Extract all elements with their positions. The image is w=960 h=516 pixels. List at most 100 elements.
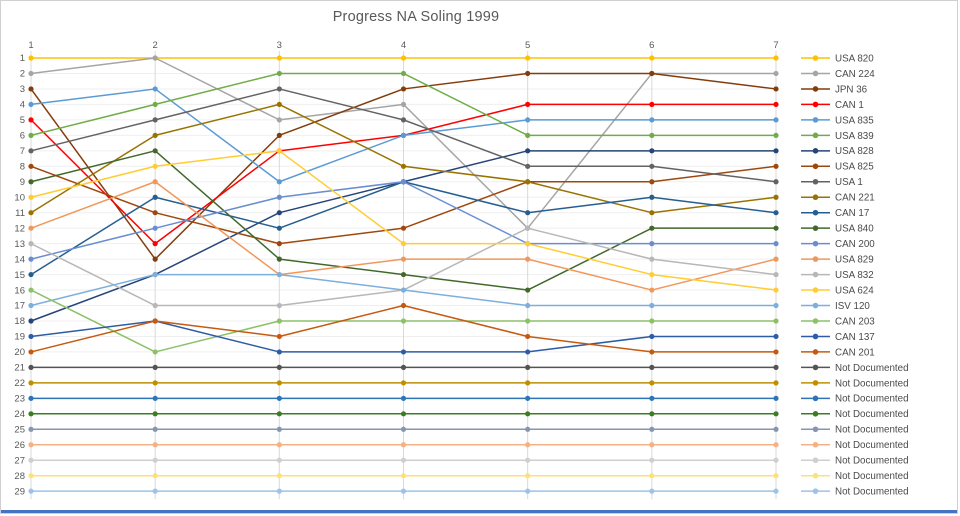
series-point-usa-829-14-round-7 [773, 256, 779, 262]
y-tick-label: 8 [20, 161, 25, 172]
series-point-can-137-19-round-5 [525, 349, 531, 355]
series-point-not-documented-28-round-7 [773, 473, 779, 479]
series-point-usa-828-7-round-1 [28, 318, 34, 324]
series-point-usa-828-7-round-3 [276, 210, 282, 216]
series-point-usa-835-5-round-2 [152, 86, 158, 92]
series-point-not-documented-23-round-7 [773, 395, 779, 401]
series-point-can-1-4-round-2 [152, 241, 158, 247]
series-point-not-documented-28-round-3 [276, 473, 282, 479]
series-point-jpn-36-3-round-6 [649, 70, 655, 77]
y-tick-label: 29 [14, 486, 25, 497]
series-point-usa-835-5-round-1 [28, 101, 34, 108]
y-tick-label: 18 [14, 316, 25, 327]
y-tick-label: 2 [20, 69, 25, 80]
series-point-not-documented-27-round-5 [525, 457, 531, 463]
series-point-not-documented-26-round-1 [28, 442, 34, 448]
series-point-not-documented-23-round-4 [400, 395, 407, 401]
series-point-not-documented-21-round-1 [28, 364, 34, 370]
series-point-usa-835-5-round-3 [276, 179, 282, 185]
legend-label-usa-829-14: USA 829 [835, 255, 874, 266]
legend-label-not-documented-29: Not Documented [835, 487, 909, 498]
legend-label-not-documented-21: Not Documented [835, 363, 909, 374]
series-point-can-201-20-round-7 [773, 349, 779, 355]
series-point-can-221-10-round-2 [152, 132, 158, 138]
series-point-can-201-20-round-3 [276, 333, 282, 340]
series-point-usa-828-7-round-5 [525, 148, 531, 154]
series-point-usa-832-15-round-2 [152, 302, 158, 309]
legend-swatch-marker [812, 240, 819, 247]
series-point-usa-835-5-round-6 [649, 117, 655, 123]
y-tick-label: 7 [20, 146, 25, 157]
legend-label-can-201-20: CAN 201 [835, 347, 875, 358]
series-point-can-203-18-round-5 [525, 318, 531, 324]
series-point-not-documented-24-round-4 [400, 411, 407, 417]
series-point-can-224-2-round-7 [773, 70, 779, 77]
series-point-isv-120-17-round-2 [152, 271, 158, 278]
series-point-usa-624-16-round-5 [525, 241, 531, 247]
series-point-not-documented-22-round-2 [152, 380, 158, 386]
y-tick-label: 3 [20, 84, 25, 95]
series-point-not-documented-28-round-5 [525, 473, 531, 479]
series-point-usa-624-16-round-4 [400, 241, 407, 247]
series-point-can-221-10-round-5 [525, 179, 531, 185]
series-point-usa-825-8-round-4 [400, 225, 407, 231]
x-tick-label: 2 [153, 40, 158, 51]
series-point-usa-840-12-round-1 [28, 179, 34, 185]
series-point-usa-624-16-round-1 [28, 194, 34, 200]
series-point-usa-820-1-round-6 [649, 55, 655, 61]
legend-label-can-1-4: CAN 1 [835, 100, 864, 111]
series-point-usa-840-12-round-6 [649, 225, 655, 231]
bottom-border [1, 510, 957, 513]
series-point-not-documented-27-round-3 [276, 457, 282, 463]
legend-swatch-marker [812, 426, 819, 433]
series-point-can-137-19-round-3 [276, 349, 282, 355]
series-point-jpn-36-3-round-5 [525, 70, 531, 77]
series-point-usa-840-12-round-7 [773, 225, 779, 231]
series-point-can-203-18-round-7 [773, 318, 779, 324]
series-point-not-documented-22-round-6 [649, 380, 655, 386]
legend-label-not-documented-26: Not Documented [835, 440, 909, 451]
series-point-usa-840-12-round-4 [400, 271, 407, 278]
series-point-usa-624-16-round-7 [773, 287, 779, 293]
series-point-usa-624-16-round-2 [152, 163, 158, 169]
legend-swatch-marker [812, 117, 819, 123]
legend-swatch-marker [812, 472, 819, 479]
series-point-not-documented-24-round-2 [152, 411, 158, 417]
legend-label-can-200-13: CAN 200 [835, 239, 875, 250]
series-point-usa-825-8-round-2 [152, 210, 158, 216]
series-point-not-documented-21-round-7 [773, 364, 779, 370]
series-point-usa-839-6-round-3 [276, 70, 282, 77]
y-tick-label: 14 [14, 254, 25, 265]
series-point-usa-825-8-round-3 [276, 241, 282, 247]
series-point-not-documented-27-round-4 [400, 457, 407, 463]
series-point-can-221-10-round-3 [276, 101, 282, 108]
legend-label-usa-820-1: USA 820 [835, 53, 874, 64]
series-point-usa-825-8-round-6 [649, 179, 655, 185]
series-point-not-documented-25-round-3 [276, 426, 282, 432]
series-point-not-documented-24-round-6 [649, 411, 655, 417]
series-point-not-documented-28-round-4 [400, 473, 407, 479]
series-point-usa-829-14-round-5 [525, 256, 531, 262]
series-point-usa-839-6-round-6 [649, 132, 655, 138]
series-point-not-documented-26-round-3 [276, 442, 282, 448]
series-point-usa-839-6-round-1 [28, 132, 34, 138]
series-point-can-221-10-round-4 [400, 163, 407, 169]
series-point-can-221-10-round-7 [773, 194, 779, 200]
y-tick-label: 17 [14, 301, 25, 312]
series-point-usa-840-12-round-3 [276, 256, 282, 262]
series-point-can-137-19-round-6 [649, 333, 655, 340]
series-point-isv-120-17-round-4 [400, 287, 407, 293]
series-point-not-documented-21-round-2 [152, 364, 158, 370]
series-point-not-documented-28-round-2 [152, 473, 158, 479]
x-tick-label: 1 [28, 40, 33, 51]
series-point-not-documented-21-round-4 [400, 364, 407, 370]
series-point-not-documented-25-round-5 [525, 426, 531, 432]
series-point-not-documented-28-round-1 [28, 473, 34, 479]
series-point-usa-832-15-round-3 [276, 302, 282, 309]
legend-swatch-marker [812, 287, 819, 293]
series-point-usa-839-6-round-2 [152, 101, 158, 108]
series-point-not-documented-29-round-3 [276, 488, 282, 494]
series-point-can-17-11-round-3 [276, 225, 282, 231]
series-point-can-200-13-round-1 [28, 256, 34, 262]
series-point-not-documented-26-round-5 [525, 442, 531, 448]
